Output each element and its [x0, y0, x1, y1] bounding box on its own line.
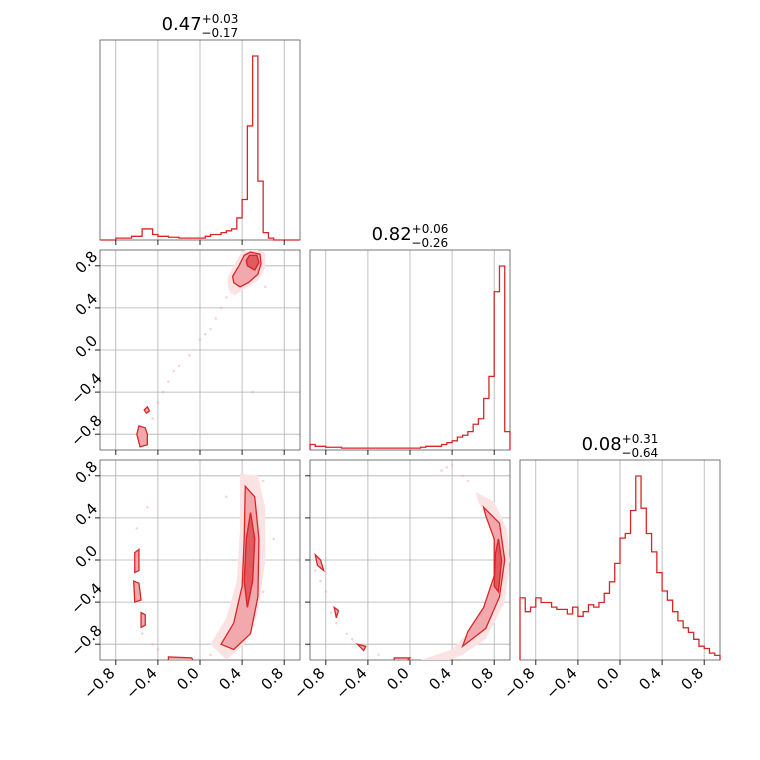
hist-panel-2: −0.8 −0.4 0.0 0.4 0.8 0.08+0.31 −0.64: [500, 432, 721, 703]
sample-point-12: [466, 479, 470, 483]
sample-point-4: [377, 653, 380, 657]
sample-point-5: [214, 317, 218, 320]
hist-2-x-tick-label-0: −0.8: [500, 664, 538, 702]
sample-point-6: [450, 463, 454, 467]
contour-level-2: [461, 505, 506, 649]
sample-point-3: [198, 338, 202, 341]
hist-2-x-tick-label-3: 0.4: [635, 664, 665, 694]
pair-panel-1: −0.8 −0.4 0.0 0.4 0.8−0.8−0.40.00.40.8: [67, 457, 301, 703]
sample-point-5: [225, 495, 228, 499]
hist-panel-0: 0.47+0.03 −0.17: [99, 12, 301, 245]
sample-point-1: [177, 364, 181, 368]
pair-2-x-tick-label-4: 0.8: [467, 664, 497, 694]
title-plus-error: +0.06: [412, 222, 449, 236]
hist-panel-1: 0.82+0.06 −0.26: [309, 222, 511, 455]
sample-point-9: [313, 569, 317, 572]
sample-point-0: [319, 579, 322, 583]
sample-point-10: [203, 332, 207, 336]
title-median: 0.82: [372, 224, 412, 245]
contour-island-0: [134, 548, 140, 574]
histogram-step-0: [100, 55, 300, 241]
contour-island-0: [136, 424, 149, 448]
contour-island-2: [140, 611, 146, 629]
contour-level-3: [245, 254, 260, 271]
sample-point-0: [167, 380, 170, 383]
sample-point-2: [188, 353, 191, 357]
contour-level-3: [243, 512, 256, 608]
title-minus-error: −0.64: [621, 446, 658, 460]
pair-2-x-tick-label-2: 0.0: [383, 664, 413, 694]
title-median: 0.08: [582, 434, 622, 455]
sample-point-10: [329, 611, 333, 614]
contour-island-1: [333, 605, 340, 619]
title-minus-error: −0.26: [411, 236, 448, 250]
sample-point-10: [261, 479, 265, 483]
panel-title-0: 0.47+0.03 −0.17: [162, 12, 239, 40]
sample-point-3: [345, 632, 349, 635]
pair-0-y-tick-label-4: 0.8: [72, 247, 102, 277]
pair-1-x-tick-label-4: 0.8: [257, 664, 287, 694]
sample-point-8: [161, 390, 165, 394]
hist-2-x-tick-label-4: 0.8: [677, 664, 707, 694]
title-plus-error: +0.31: [622, 432, 659, 446]
pair-panel-2: −0.8 −0.4 0.0 0.4 0.8: [290, 459, 511, 703]
pair-1-x-tick-label-3: 0.4: [215, 664, 245, 694]
sample-point-7: [135, 527, 139, 530]
sample-point-14: [251, 390, 254, 394]
sample-point-3: [209, 653, 212, 657]
histogram-step-1: [309, 265, 511, 450]
pair-0-y-tick-label-3: 0.4: [72, 290, 102, 320]
contour-level-3: [493, 538, 503, 594]
pair-1-y-tick-label-3: 0.4: [72, 500, 102, 530]
pair-0-y-tick-label-2: 0.0: [72, 332, 102, 362]
contour-island-3: [393, 657, 412, 660]
pair-2-x-tick-label-0: −0.8: [290, 664, 328, 702]
sample-point-4: [209, 327, 212, 331]
sample-point-15: [263, 285, 267, 289]
sample-point-7: [440, 469, 443, 472]
sample-point-4: [261, 590, 265, 593]
contour-island-1: [143, 405, 151, 415]
pair-1-x-tick-label-2: 0.0: [173, 664, 203, 694]
hist-2-x-tick-label-2: 0.0: [593, 664, 623, 694]
pair-2-x-tick-label-3: 0.4: [425, 664, 455, 694]
sample-point-13: [445, 466, 449, 469]
pair-1-x-tick-label-0: −0.8: [80, 664, 118, 702]
pair-panel-0: −0.8−0.40.00.40.8: [67, 247, 301, 455]
pair-2-x-tick-label-1: −0.4: [332, 664, 370, 702]
title-minus-error: −0.17: [201, 26, 238, 40]
sample-point-0: [146, 506, 149, 509]
contour-island-3: [167, 656, 194, 660]
sample-point-11: [225, 296, 228, 299]
pair-contents-0: [136, 250, 267, 448]
panel-title-1: 0.82+0.06 −0.26: [372, 222, 449, 250]
sample-point-9: [172, 369, 175, 373]
sample-point-7: [156, 401, 160, 404]
contour-island-1: [132, 580, 142, 603]
sample-point-11: [350, 637, 354, 641]
title-plus-error: +0.03: [202, 12, 239, 26]
histogram-step-2: [519, 475, 721, 660]
contour-island-0: [314, 552, 325, 573]
sample-point-12: [151, 417, 154, 420]
pair-1-x-tick-label-1: −0.4: [122, 664, 160, 702]
sample-point-6: [219, 306, 223, 310]
sample-point-2: [335, 621, 338, 625]
panel-title-2: 0.08+0.31 −0.64: [582, 432, 659, 460]
sample-point-8: [461, 474, 464, 478]
pair-1-y-tick-label-4: 0.8: [72, 457, 102, 487]
sample-point-6: [272, 537, 275, 541]
sample-point-8: [151, 642, 154, 646]
pair-contents-2: [313, 463, 510, 660]
pair-contents-1: [132, 473, 275, 660]
pair-1-y-tick-label-2: 0.0: [72, 542, 102, 572]
sample-point-1: [324, 590, 328, 593]
title-median: 0.47: [162, 14, 202, 35]
sample-point-2: [156, 648, 160, 651]
contour-island-2: [355, 643, 367, 652]
sample-point-1: [140, 632, 144, 635]
hist-2-x-tick-label-1: −0.4: [542, 664, 580, 702]
